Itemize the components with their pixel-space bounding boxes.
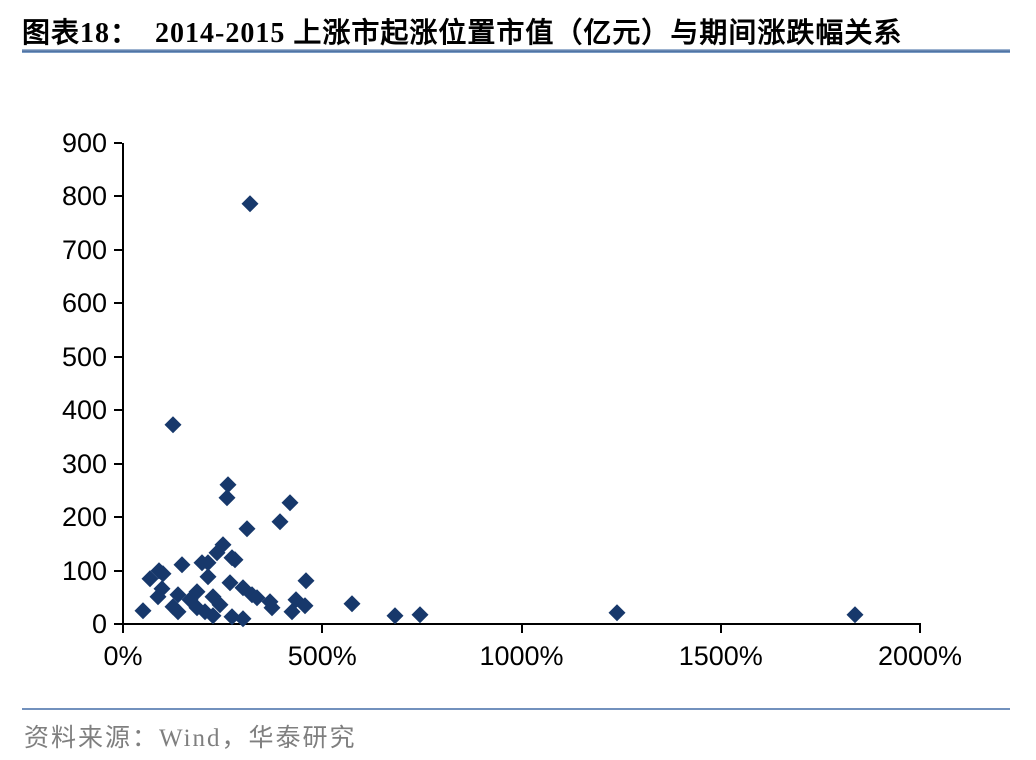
data-point <box>411 606 429 624</box>
x-tick-mark <box>719 625 722 633</box>
data-point <box>271 513 289 531</box>
y-axis-line <box>122 143 124 633</box>
y-tick-label: 100 <box>61 555 107 586</box>
y-tick-label: 800 <box>61 181 107 212</box>
y-tick-mark <box>114 142 122 144</box>
x-axis-line <box>114 623 921 625</box>
data-point <box>164 416 182 434</box>
x-tick-mark <box>919 625 921 633</box>
x-tick-label: 1500% <box>678 641 763 671</box>
y-tick-label: 500 <box>61 341 107 372</box>
data-point <box>608 604 626 623</box>
y-tick-mark <box>114 516 122 519</box>
y-tick-mark <box>114 462 122 465</box>
source-note: 资料来源：Wind，华泰研究 <box>24 725 357 752</box>
data-point <box>134 601 152 620</box>
x-tick-mark <box>321 625 324 633</box>
x-tick-mark <box>520 625 523 633</box>
data-point <box>343 595 361 613</box>
x-tick-label: 2000% <box>877 641 963 671</box>
y-tick-mark <box>114 302 122 305</box>
y-tick-label: 400 <box>61 395 107 426</box>
footer-divider <box>22 708 1010 710</box>
data-point <box>846 606 864 625</box>
x-tick-label: 500% <box>287 641 357 671</box>
y-tick-label: 300 <box>61 448 107 479</box>
y-tick-label: 200 <box>61 502 107 533</box>
y-tick-mark <box>114 248 122 251</box>
y-tick-mark <box>114 355 122 358</box>
figure-number-label: 图表18： <box>22 18 140 49</box>
x-tick-label: 1000% <box>479 641 564 671</box>
y-tick-mark <box>114 569 122 572</box>
y-tick-mark <box>114 623 122 625</box>
data-point <box>297 571 315 590</box>
figure-title: 图表18： 2014-2015 上涨市起涨位置市值（亿元）与期间涨跌幅关系 <box>22 11 902 51</box>
figure-title-text: 2014-2015 上涨市起涨位置市值（亿元）与期间涨跌幅关系 <box>155 18 903 49</box>
data-point <box>281 493 299 512</box>
y-tick-label: 600 <box>61 288 107 319</box>
data-point <box>237 520 256 538</box>
y-tick-label: 700 <box>61 234 107 265</box>
x-tick-label: 0% <box>103 641 143 671</box>
data-point <box>241 195 259 213</box>
scatter-chart: 0 100 200 300 400 500 600 700 800 900 0% 500% 1000% 1… <box>61 128 963 671</box>
title-divider <box>22 49 1010 53</box>
data-point <box>219 476 237 494</box>
data-point <box>173 556 191 574</box>
y-tick-mark <box>114 195 122 198</box>
y-tick-label: 0 <box>91 609 107 639</box>
y-tick-label: 900 <box>61 128 107 158</box>
y-tick-mark <box>114 409 122 412</box>
